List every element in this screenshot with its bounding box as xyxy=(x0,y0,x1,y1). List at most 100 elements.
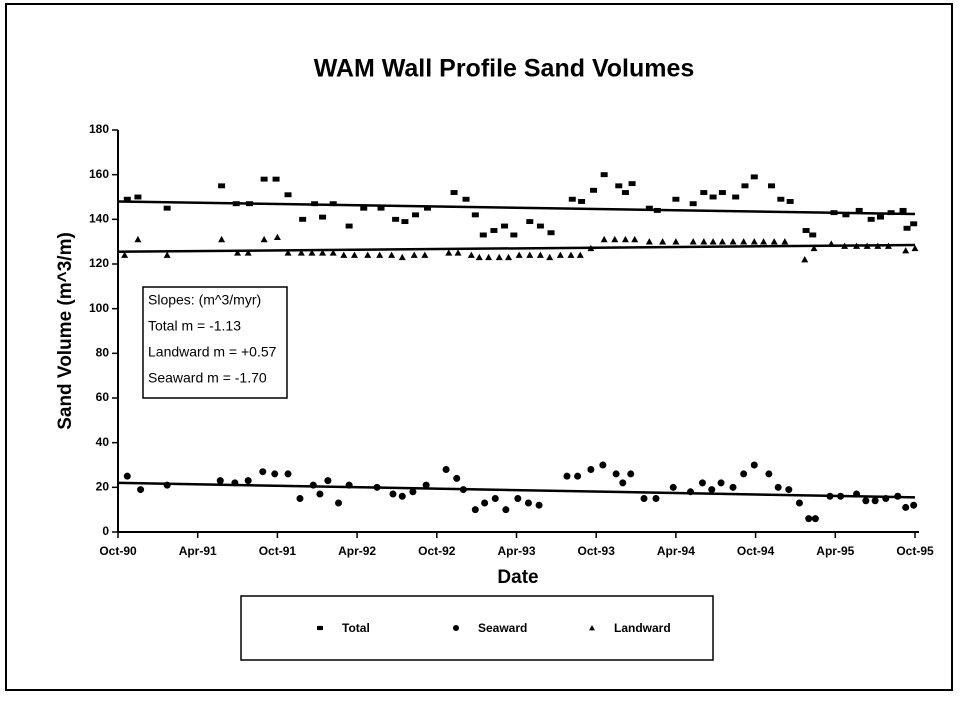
marker-triangle xyxy=(781,238,789,245)
marker-square xyxy=(653,207,661,213)
marker-square xyxy=(842,212,850,218)
marker-circle xyxy=(563,472,571,480)
marker-triangle xyxy=(689,238,697,245)
marker-circle xyxy=(137,486,145,494)
marker-square xyxy=(490,228,498,233)
marker-triangle xyxy=(718,238,726,245)
marker-square xyxy=(412,212,420,218)
marker-triangle xyxy=(750,238,758,245)
y-tick-label: 0 xyxy=(102,524,109,538)
marker-square xyxy=(163,205,171,211)
marker-circle xyxy=(535,501,543,509)
marker-triangle xyxy=(576,251,584,258)
marker-circle xyxy=(837,492,845,500)
marker-square xyxy=(319,214,327,220)
annotation-text: Seaward m = -1.70 xyxy=(148,370,267,386)
y-tick-label: 40 xyxy=(96,435,110,449)
marker-triangle xyxy=(163,251,171,258)
y-axis-label: Sand Volume (m^3/m) xyxy=(55,232,76,430)
marker-triangle xyxy=(709,238,717,245)
marker-triangle xyxy=(631,235,639,243)
x-tick-label: Oct-95 xyxy=(896,544,934,558)
marker-circle xyxy=(502,506,510,514)
marker-triangle xyxy=(863,242,871,249)
marker-triangle xyxy=(319,249,327,256)
marker-circle xyxy=(853,490,861,498)
frame xyxy=(5,3,953,691)
marker-circle xyxy=(471,506,479,514)
marker-circle xyxy=(708,486,716,494)
x-tick-label: Apr-94 xyxy=(657,544,695,558)
marker-circle xyxy=(785,486,793,494)
marker-square xyxy=(260,176,268,182)
marker-circle xyxy=(910,501,918,509)
x-tick-label: Oct-93 xyxy=(578,544,616,558)
marker-square xyxy=(768,183,776,189)
marker-circle xyxy=(826,492,834,500)
marker-circle xyxy=(271,470,279,478)
marker-square xyxy=(672,196,680,202)
marker-triangle xyxy=(853,242,861,249)
marker-circle xyxy=(574,472,582,480)
marker-circle xyxy=(309,481,317,489)
marker-triangle xyxy=(234,249,242,256)
marker-triangle xyxy=(308,249,316,256)
marker-triangle xyxy=(244,249,252,256)
marker-circle xyxy=(698,479,706,487)
marker-triangle xyxy=(485,253,493,261)
marker-circle xyxy=(894,492,902,500)
marker-triangle xyxy=(740,238,748,245)
marker-square xyxy=(615,183,623,189)
marker-square xyxy=(311,201,319,207)
marker-triangle xyxy=(810,244,818,252)
marker-square xyxy=(750,174,758,180)
marker-triangle xyxy=(841,242,849,249)
marker-square xyxy=(709,194,717,200)
marker-circle xyxy=(717,479,725,487)
marker-circle xyxy=(453,625,459,631)
marker-square xyxy=(830,210,838,216)
marker-square xyxy=(424,205,432,211)
marker-triangle xyxy=(121,251,129,258)
marker-triangle xyxy=(884,242,892,249)
marker-square xyxy=(510,232,518,238)
x-tick-label: Oct-94 xyxy=(737,544,775,558)
marker-square xyxy=(741,183,749,189)
marker-circle xyxy=(871,497,879,505)
marker-triangle xyxy=(874,242,882,249)
marker-triangle xyxy=(284,249,292,256)
marker-square xyxy=(123,196,131,202)
marker-circle xyxy=(862,497,870,505)
marker-circle xyxy=(345,481,353,489)
trend-line xyxy=(117,243,916,253)
marker-square xyxy=(272,176,280,182)
marker-circle xyxy=(231,479,239,487)
marker-circle xyxy=(422,481,430,489)
marker-circle xyxy=(442,465,450,473)
marker-square xyxy=(134,194,142,200)
marker-circle xyxy=(619,479,627,487)
marker-square xyxy=(471,212,479,218)
marker-triangle xyxy=(827,240,835,247)
marker-circle xyxy=(612,470,620,478)
marker-triangle xyxy=(700,238,708,245)
marker-circle xyxy=(453,474,461,482)
marker-circle xyxy=(599,461,607,469)
marker-square xyxy=(689,201,697,207)
marker-triangle xyxy=(770,238,778,245)
x-axis-label: Date xyxy=(497,567,538,588)
marker-square xyxy=(218,183,226,189)
marker-triangle xyxy=(536,251,544,258)
marker-square xyxy=(479,232,487,238)
marker-circle xyxy=(652,495,660,502)
marker-square xyxy=(568,196,576,202)
marker-square xyxy=(450,190,458,195)
marker-circle xyxy=(409,488,417,496)
marker-circle xyxy=(373,483,381,491)
annotation-box xyxy=(142,286,288,399)
marker-square xyxy=(645,205,653,211)
marker-circle xyxy=(123,472,131,480)
marker-square xyxy=(501,223,509,229)
marker-square xyxy=(910,221,918,227)
y-tick-label: 120 xyxy=(89,256,109,270)
